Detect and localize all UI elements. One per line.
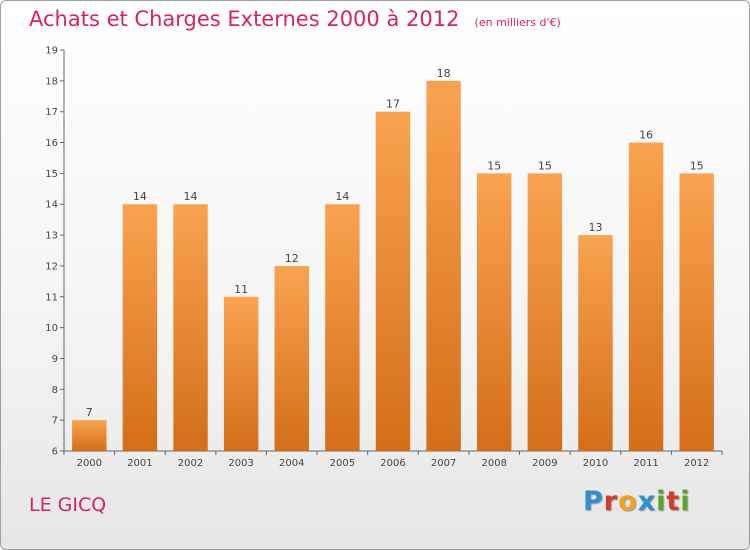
bar-2001 [122, 204, 158, 451]
logo-letter: i [656, 486, 667, 517]
y-axis: 6 7 8 9 10 11 12 13 14 15 16 17 18 19 [45, 46, 65, 458]
x-tick-label-2011: 2011 [633, 458, 658, 469]
title-row: Achats et Charges Externes 2000 à 2012 (… [29, 7, 561, 31]
x-tick-label-2009: 2009 [532, 458, 557, 469]
commune-name: LE GICQ [29, 494, 107, 516]
y-tick-label: 6 [52, 447, 58, 458]
x-axis: 2000 2001 2002 2003 2004 2005 2006 2007 2008 2009… [63, 450, 723, 469]
logo-letter: x [637, 486, 657, 517]
bar-2012 [679, 173, 714, 451]
y-tick-label: 14 [45, 200, 58, 211]
value-label-2011: 16 [639, 129, 653, 142]
chart-title: Achats et Charges Externes 2000 à 2012 [29, 7, 460, 31]
value-label-2006: 17 [386, 98, 400, 111]
x-tick-label-2000: 2000 [77, 458, 102, 469]
value-label-2009: 15 [538, 159, 552, 172]
x-tick-label-2008: 2008 [482, 458, 507, 469]
logo-letter: r [603, 486, 619, 517]
x-tick-label-2004: 2004 [279, 458, 304, 469]
x-tick-label-2006: 2006 [380, 458, 405, 469]
x-tick-label-2005: 2005 [330, 458, 355, 469]
value-label-2003: 11 [234, 283, 248, 296]
y-tick-label: 19 [45, 46, 58, 57]
y-tick-label: 16 [45, 138, 58, 149]
bars: 7 14 14 11 12 14 17 18 15 15 13 16 15 [72, 67, 714, 452]
value-label-2000: 7 [86, 406, 93, 419]
bar-2004 [274, 265, 309, 451]
bar-2008 [477, 173, 512, 451]
x-tick-label-2003: 2003 [228, 458, 253, 469]
value-label-2007: 18 [437, 67, 451, 80]
logo-letter: t [666, 486, 681, 517]
logo-letter: P [583, 486, 604, 517]
y-tick-label: 15 [45, 169, 58, 180]
bar-2007 [426, 80, 461, 451]
y-tick-label: 10 [45, 323, 58, 334]
y-tick-label: 11 [45, 292, 58, 303]
value-label-2005: 14 [335, 190, 349, 203]
value-label-2012: 15 [690, 159, 704, 172]
x-tick-label-2002: 2002 [178, 458, 203, 469]
chart-unit: (en milliers d'€) [474, 16, 561, 29]
bar-2010 [578, 235, 613, 451]
y-tick-label: 12 [45, 261, 58, 272]
bar-2000 [72, 420, 107, 451]
bar-2006 [375, 111, 411, 451]
value-label-2004: 12 [285, 252, 299, 265]
y-tick-label: 18 [45, 76, 58, 87]
y-tick-label: 13 [45, 231, 58, 242]
bar-2011 [628, 142, 664, 452]
value-label-2001: 14 [133, 190, 147, 203]
proxiti-logo[interactable]: Proxiti [583, 486, 691, 517]
x-tick-label-2012: 2012 [684, 458, 709, 469]
y-tick-label: 17 [45, 107, 58, 118]
x-tick-label-2001: 2001 [127, 458, 152, 469]
logo-letter: i [680, 486, 691, 517]
bar-2009 [527, 173, 563, 451]
bar-2002 [173, 204, 208, 451]
value-label-2010: 13 [588, 221, 602, 234]
x-tick-label-2007: 2007 [431, 458, 456, 469]
bar-2003 [223, 296, 259, 451]
y-tick-label: 9 [52, 354, 58, 365]
y-tick-label: 8 [52, 385, 58, 396]
x-tick-label-2010: 2010 [583, 458, 608, 469]
value-label-2002: 14 [184, 190, 198, 203]
bar-2005 [325, 204, 360, 451]
logo-letter: o [618, 486, 638, 517]
y-tick-label: 7 [52, 416, 58, 427]
value-label-2008: 15 [487, 159, 501, 172]
